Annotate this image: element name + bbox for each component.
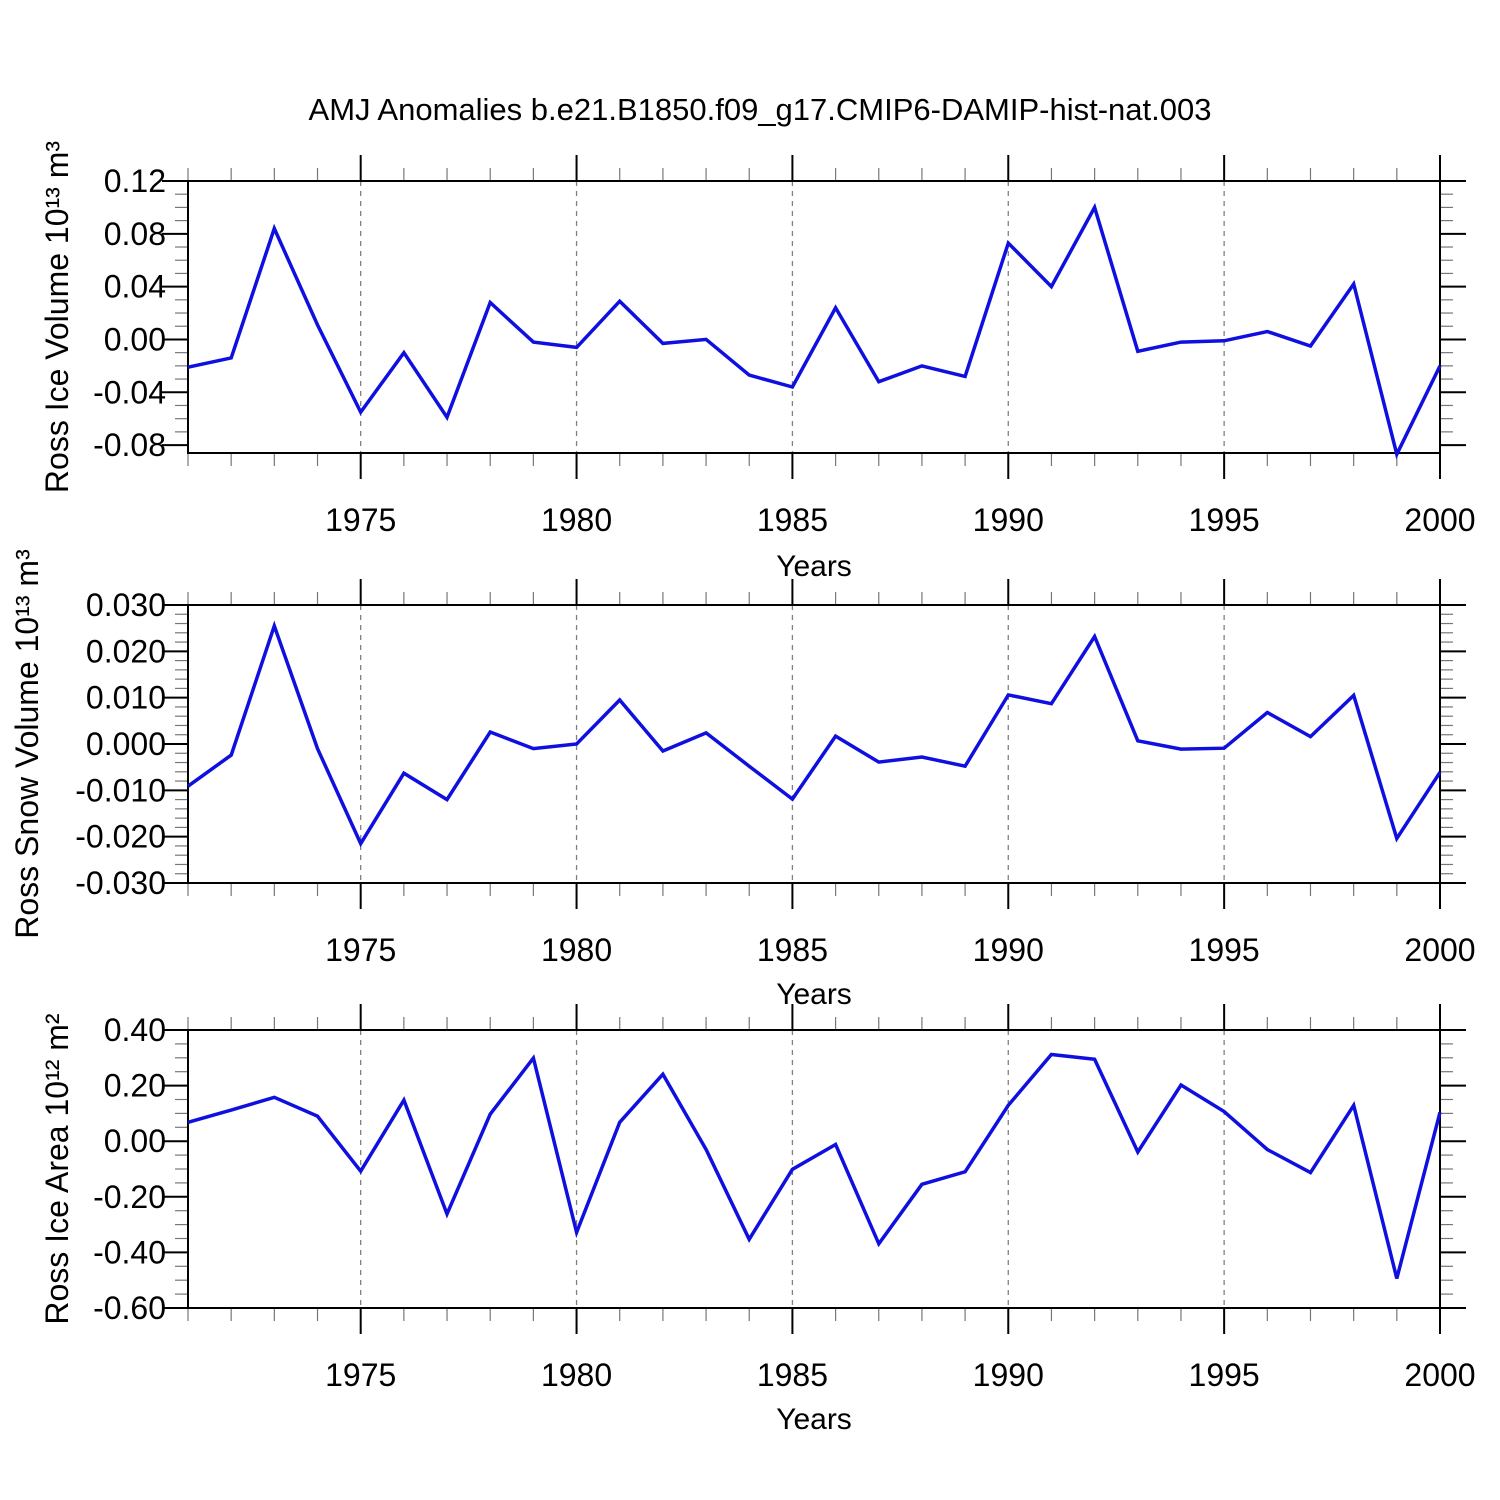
x-tick-label: 1980	[541, 932, 612, 968]
x-tick-label: 1995	[1189, 502, 1260, 538]
x-axis-title-years-3: Years	[776, 1403, 852, 1436]
x-tick-label: 1975	[325, 1357, 396, 1393]
x-tick-label: 1990	[973, 502, 1044, 538]
data-line-series	[186, 620, 1442, 848]
y-tick-label: 0.04	[104, 269, 166, 305]
y-tick-label: -0.40	[93, 1234, 166, 1270]
panel-ice-area-plot: 0.40 0.20 0.00 -0.20 -0.40 -0.60 1975 1980 1985 1…	[93, 1004, 1476, 1393]
y-tick-label: 0.08	[104, 216, 166, 252]
data-line-series	[187, 1052, 1442, 1279]
x-tick-label: 1990	[973, 1357, 1044, 1393]
panel-snow-volume-plot: 0.030 0.020 0.010 0.000 -0.010 -0.020 -0.030 19…	[75, 579, 1476, 968]
x-tick-label: 1985	[757, 932, 828, 968]
y-tick-label: 0.010	[86, 680, 166, 716]
y-axis-title-ice-area: Ross Ice Area 10¹² m²	[39, 1013, 75, 1325]
x-tick-label: 2000	[1404, 502, 1475, 538]
x-tick-label: 1980	[541, 1357, 612, 1393]
y-tick-label: 0.12	[104, 163, 166, 199]
y-tick-label: 0.020	[86, 633, 166, 669]
x-tick-label: 1975	[325, 502, 396, 538]
chart-title: AMJ Anomalies b.e21.B1850.f09_g17.CMIP6-…	[308, 92, 1212, 127]
x-tick-label: 2000	[1404, 1357, 1475, 1393]
x-tick-label: 1995	[1189, 1357, 1260, 1393]
y-tick-label: 0.030	[86, 587, 166, 623]
y-tick-label: -0.08	[93, 427, 166, 463]
y-tick-label: 0.000	[86, 726, 166, 762]
y-tick-label: -0.010	[75, 772, 166, 808]
x-tick-label: 1985	[757, 502, 828, 538]
y-tick-label: 0.40	[104, 1012, 166, 1048]
plot-frame	[187, 1029, 1441, 1309]
y-tick-label: -0.60	[93, 1290, 166, 1326]
y-tick-label: 0.20	[104, 1068, 166, 1104]
y-tick-label: -0.020	[75, 819, 166, 855]
data-line-series	[187, 202, 1442, 460]
y-tick-label: -0.04	[93, 374, 166, 410]
panel-ice-volume-plot: 0.12 0.08 0.04 0.00 -0.04 -0.08 1975 1980 1985 19…	[93, 155, 1476, 538]
x-tick-label: 1995	[1189, 932, 1260, 968]
plot-frame	[187, 604, 1441, 884]
plot-frame	[187, 180, 1441, 454]
x-tick-label: 1990	[973, 932, 1044, 968]
x-tick-label: 1975	[325, 932, 396, 968]
x-tick-label: 1985	[757, 1357, 828, 1393]
y-tick-label: 0.00	[104, 321, 166, 357]
y-tick-label: -0.20	[93, 1179, 166, 1215]
x-axis-title-years-1: Years	[776, 550, 852, 583]
x-tick-label: 2000	[1404, 932, 1475, 968]
x-axis-title-years-2: Years	[776, 978, 852, 1011]
y-tick-label: -0.030	[75, 865, 166, 901]
x-tick-label: 1980	[541, 502, 612, 538]
y-tick-label: 0.00	[104, 1123, 166, 1159]
